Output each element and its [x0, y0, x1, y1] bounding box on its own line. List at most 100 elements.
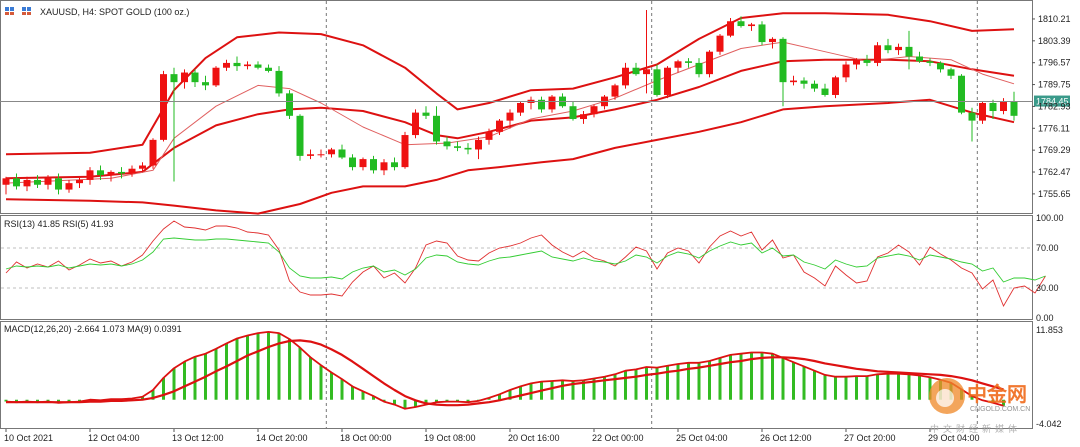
candle-body: [160, 74, 167, 140]
macd-histogram-bar: [739, 353, 743, 400]
x-tick-label: 26 Oct 12:00: [760, 433, 812, 443]
macd-histogram-bar: [508, 390, 512, 400]
macd-histogram-bar: [456, 399, 459, 402]
candle-body: [842, 64, 850, 78]
macd-histogram-bar: [876, 374, 879, 400]
candle-body: [139, 165, 146, 169]
x-tick-label: 22 Oct 00:00: [592, 433, 644, 443]
macd-histogram-bar: [928, 377, 932, 400]
candle-body: [958, 75, 965, 113]
candle-body: [338, 149, 346, 158]
price-y-tick-label: 1776.11: [1038, 123, 1070, 133]
candle-body: [391, 162, 398, 168]
candle-body: [328, 149, 335, 155]
macd-histogram-bar: [655, 367, 659, 400]
x-tick-label: 27 Oct 20:00: [844, 433, 896, 443]
macd-pane: [4, 331, 1005, 410]
macd-y-tick-label: 11.853: [1036, 325, 1063, 335]
candle-body: [979, 102, 986, 121]
macd-histogram-bar: [372, 396, 375, 400]
bollinger-upper-band: [5, 12, 1015, 156]
macd-histogram-bar: [823, 374, 827, 400]
macd-histogram-bar: [435, 399, 438, 403]
candle-body: [874, 45, 881, 63]
candle-body: [370, 159, 377, 171]
macd-histogram-bar: [25, 399, 29, 402]
macd-histogram-bar: [666, 365, 669, 400]
macd-histogram-bar: [750, 352, 753, 400]
macd-signal-line: [6, 339, 1004, 407]
candle-body: [212, 67, 220, 86]
candle-body: [727, 21, 734, 36]
macd-histogram-bar: [162, 377, 165, 400]
candle-body: [716, 35, 724, 52]
macd-histogram-bar: [256, 333, 260, 400]
macd-histogram-bar: [918, 375, 921, 400]
bollinger-lower-band: [5, 98, 1015, 215]
macd-histogram-bar: [172, 368, 176, 400]
macd-histogram-bar: [771, 353, 774, 400]
macd-histogram-bar: [834, 376, 837, 400]
candle-body: [464, 147, 472, 150]
watermark-subtitle: 中文财经新媒体: [930, 423, 1021, 435]
x-tick-label: 12 Oct 04:00: [88, 433, 140, 443]
candle-body: [233, 62, 241, 67]
macd-histogram-bar: [319, 365, 323, 400]
macd-histogram-bar: [36, 399, 39, 403]
macd-histogram-bar: [760, 352, 764, 400]
candle-body: [517, 102, 524, 113]
macd-histogram-bar: [309, 357, 312, 400]
macd-histogram-bar: [781, 357, 785, 400]
candle-body: [569, 106, 577, 120]
candle-body: [758, 24, 766, 43]
x-tick-label: 10 Oct 2021: [4, 433, 53, 443]
macd-histogram-bar: [592, 378, 596, 400]
candle-body: [674, 61, 682, 68]
candle-body: [433, 115, 440, 142]
macd-y-axis: 11.853 -4.042: [1036, 325, 1063, 429]
candle-body: [107, 171, 115, 176]
candle-body: [937, 62, 944, 70]
macd-histogram-bar: [519, 386, 522, 400]
candle-body: [611, 85, 619, 97]
macd-histogram-bar: [361, 391, 365, 400]
macd-histogram-bar: [46, 399, 50, 402]
x-tick-label: 14 Oct 20:00: [256, 433, 308, 443]
price-y-tick-label: 1810.21: [1038, 14, 1071, 24]
candle-body: [821, 88, 829, 95]
candle-body: [895, 46, 902, 51]
macd-histogram-bar: [498, 394, 501, 400]
rsi-title: RSI(13) 41.85 RSI(5) 41.93: [4, 219, 114, 229]
candle-body: [349, 157, 356, 168]
macd-histogram-bar: [697, 362, 701, 400]
price-y-tick-label: 1803.39: [1038, 36, 1071, 46]
macd-histogram-bar: [15, 399, 18, 403]
candle-body: [832, 77, 839, 95]
candle-body: [538, 99, 545, 110]
candle-body: [580, 114, 587, 120]
macd-histogram-bar: [193, 356, 197, 400]
macd-histogram-bar: [4, 399, 8, 402]
macd-histogram-bar: [613, 374, 617, 400]
price-panel-frame: [0, 0, 1033, 214]
macd-line: [5, 331, 1004, 410]
candle-body: [65, 183, 73, 190]
candle-body: [926, 61, 934, 63]
macd-histogram-bar: [865, 376, 869, 400]
candle-body: [13, 178, 20, 187]
macd-histogram-bar: [235, 338, 239, 400]
candle-body: [275, 70, 283, 94]
x-tick-label: 19 Oct 08:00: [424, 433, 476, 443]
macd-histogram-bar: [403, 399, 407, 409]
watermark-brand: 中金网: [967, 382, 1027, 406]
candle-body: [170, 74, 178, 83]
macd-histogram-bar: [718, 357, 722, 400]
x-tick-label: 13 Oct 12:00: [172, 433, 224, 443]
macd-histogram-bar: [214, 348, 218, 400]
macd-histogram-bar: [298, 347, 302, 400]
candle-body: [244, 64, 251, 67]
candle-body: [118, 171, 125, 174]
rsi-panel-frame: [0, 215, 1033, 320]
candle-body: [359, 159, 367, 168]
